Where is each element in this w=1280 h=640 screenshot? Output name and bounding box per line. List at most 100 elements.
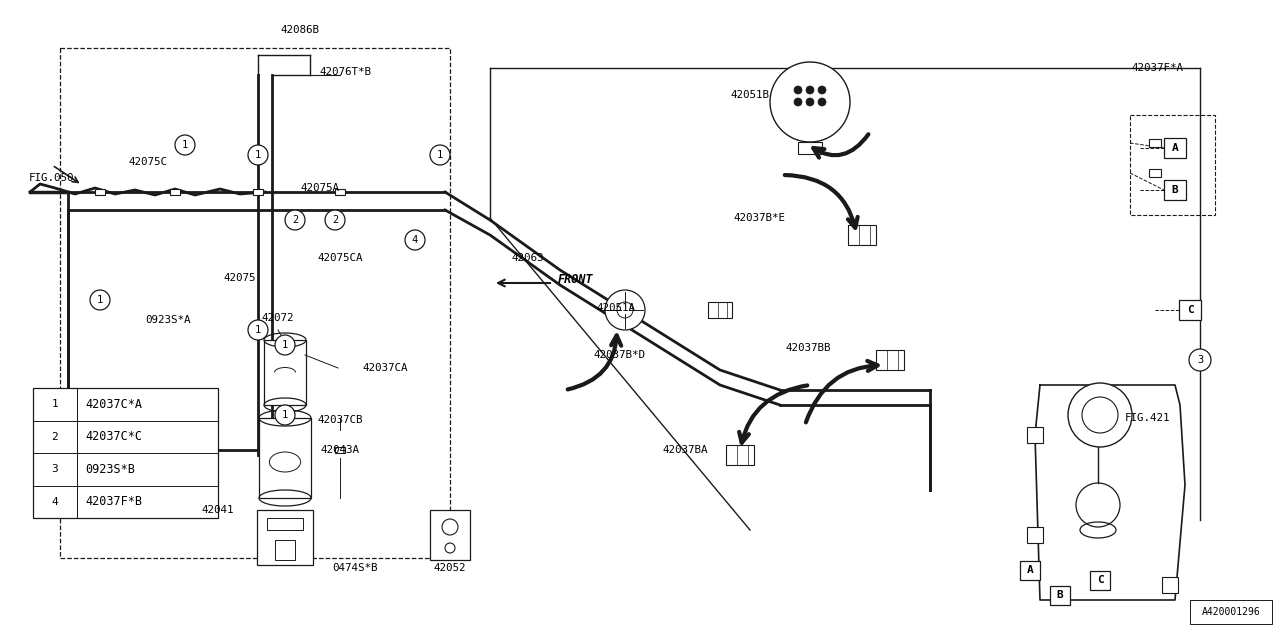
Bar	[797, 142, 822, 154]
Bar	[95, 447, 105, 453]
Circle shape	[1189, 349, 1211, 371]
Text: 1: 1	[182, 140, 188, 150]
Text: 42037C*A: 42037C*A	[84, 397, 142, 411]
Bar	[268, 518, 303, 530]
Bar	[257, 510, 314, 565]
Text: 42041: 42041	[202, 505, 234, 515]
Text: 1: 1	[97, 295, 104, 305]
Bar	[876, 350, 904, 370]
Circle shape	[806, 86, 814, 94]
Circle shape	[325, 210, 346, 230]
Text: 3: 3	[1197, 355, 1203, 365]
Bar	[1130, 115, 1215, 215]
Bar	[95, 189, 105, 195]
Text: 1: 1	[282, 340, 288, 350]
Circle shape	[45, 427, 65, 447]
Text: 42037CB: 42037CB	[317, 415, 362, 425]
Bar	[275, 540, 294, 560]
Circle shape	[818, 86, 826, 94]
Text: 2: 2	[292, 215, 298, 225]
Circle shape	[430, 145, 451, 165]
Text: 0923S*B: 0923S*B	[84, 463, 134, 476]
Text: B: B	[1171, 185, 1179, 195]
Bar	[253, 189, 262, 195]
Circle shape	[45, 492, 65, 512]
Bar	[430, 510, 470, 560]
Text: 1: 1	[255, 325, 261, 335]
Text: 42043A: 42043A	[320, 445, 360, 455]
Bar	[1149, 140, 1161, 147]
Text: 42075CA: 42075CA	[317, 253, 362, 263]
Text: 42037B*E: 42037B*E	[733, 213, 786, 223]
Bar	[1027, 427, 1043, 443]
Bar	[849, 225, 876, 244]
Circle shape	[175, 135, 195, 155]
Bar	[264, 340, 306, 405]
Bar	[1162, 577, 1178, 593]
Text: 42075A: 42075A	[301, 183, 339, 193]
Bar	[335, 189, 346, 195]
Bar	[33, 388, 218, 518]
Circle shape	[285, 210, 305, 230]
Text: 0923S*A: 0923S*A	[145, 315, 191, 325]
Circle shape	[771, 62, 850, 142]
Text: 42051B: 42051B	[731, 90, 769, 100]
Text: 42037F*A: 42037F*A	[1132, 63, 1184, 73]
Text: 42037CA: 42037CA	[362, 363, 408, 373]
Text: 42072: 42072	[261, 313, 294, 323]
Text: 42063: 42063	[512, 253, 544, 263]
Text: 42037BB: 42037BB	[785, 343, 831, 353]
Circle shape	[1068, 383, 1132, 447]
Text: 42086B: 42086B	[280, 25, 320, 35]
Text: 42052: 42052	[434, 563, 466, 573]
Circle shape	[248, 320, 268, 340]
Text: FIG.050: FIG.050	[29, 173, 74, 183]
Text: 4: 4	[51, 497, 59, 507]
Text: C: C	[1187, 305, 1193, 315]
Circle shape	[794, 98, 803, 106]
Bar	[170, 189, 180, 195]
Circle shape	[90, 290, 110, 310]
Bar	[726, 445, 754, 465]
Bar	[1020, 561, 1039, 579]
Bar	[1091, 570, 1110, 589]
Circle shape	[794, 86, 803, 94]
Circle shape	[806, 98, 814, 106]
Bar	[1050, 586, 1070, 605]
Bar	[335, 447, 346, 453]
Bar	[1190, 600, 1272, 624]
Text: A: A	[1027, 565, 1033, 575]
Bar	[1164, 138, 1187, 158]
Bar	[1164, 180, 1187, 200]
Circle shape	[818, 98, 826, 106]
Text: 1: 1	[282, 410, 288, 420]
Text: 42037F*B: 42037F*B	[84, 495, 142, 508]
Text: 42037B*D: 42037B*D	[594, 350, 646, 360]
Circle shape	[404, 230, 425, 250]
Text: 42076T*B: 42076T*B	[319, 67, 371, 77]
Bar	[259, 418, 311, 498]
Text: 2: 2	[51, 432, 59, 442]
Text: FRONT: FRONT	[558, 273, 594, 285]
Text: 2: 2	[332, 215, 338, 225]
Text: 42051A: 42051A	[596, 303, 635, 313]
Text: FIG.421: FIG.421	[1125, 413, 1171, 423]
Text: 42037C*C: 42037C*C	[84, 430, 142, 444]
Text: 1: 1	[436, 150, 443, 160]
Text: 42037BA: 42037BA	[662, 445, 708, 455]
Text: C: C	[1097, 575, 1103, 585]
Bar	[60, 48, 451, 558]
Circle shape	[275, 335, 294, 355]
Circle shape	[248, 145, 268, 165]
Text: A: A	[1171, 143, 1179, 153]
Circle shape	[275, 405, 294, 425]
Text: 1: 1	[255, 150, 261, 160]
Text: 42075: 42075	[224, 273, 256, 283]
Bar	[1149, 170, 1161, 177]
Text: 42075C: 42075C	[128, 157, 168, 167]
Text: 3: 3	[51, 464, 59, 474]
Bar	[1027, 527, 1043, 543]
Circle shape	[605, 290, 645, 330]
Circle shape	[45, 460, 65, 479]
Text: 0474S*B: 0474S*B	[333, 563, 378, 573]
